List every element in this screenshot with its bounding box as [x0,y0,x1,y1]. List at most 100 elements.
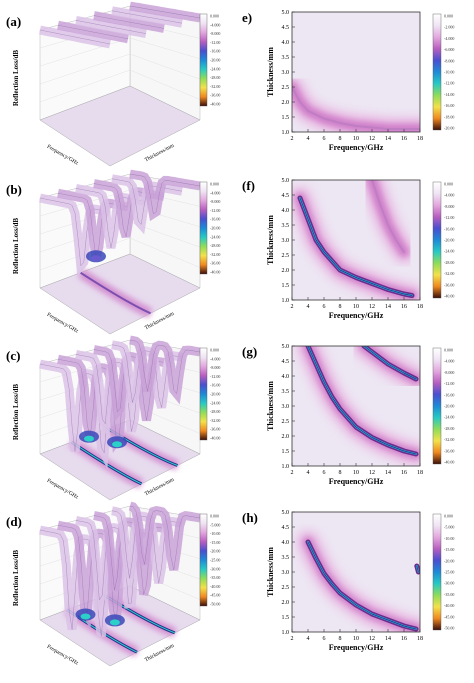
floor-minimum [71,441,142,485]
colorbar-tick-label: -20.00 [210,549,220,554]
colorbar-tick-label: -16.00 [210,49,220,54]
colorbar-tick-label: -30.00 [444,581,454,586]
panel-letter: (g) [242,344,257,359]
colorbar [199,513,208,607]
colorbar-tick-label: -10.00 [210,531,220,536]
colorbar-tick-label: -4.000 [210,22,220,27]
y-tick-label: 3.0 [282,70,290,76]
y-axis-label: Thickness/mm [266,547,275,597]
colorbar-tick-label: -36.00 [210,93,220,98]
contour-panel: (f) 2 4 6 8 10 12 14 16 18 1.0 1.5 2.0 2.5 3.0 3.5 4.0 4.… [242,178,454,320]
colorbar-tick-label: -28.00 [444,426,454,431]
x-tick-label: 2 [291,136,294,142]
surface-dip-core [109,619,120,626]
colorbar-tick-label: -8.000 [444,370,454,375]
surface-mesh [39,529,111,637]
colorbar-tick-label: -16.00 [444,226,454,231]
y-tick-label: 2.5 [282,85,290,91]
colorbar-tick-label: -12.00 [444,381,454,386]
colorbar-tick-label: -25.00 [444,570,454,575]
y-tick-label: 1.0 [282,298,290,304]
x-tick-label: 10 [353,470,359,476]
colorbar-tick-label: 0.000 [444,514,453,519]
surface-mesh [111,10,183,24]
colorbar-tick-label: -20.00 [444,558,454,563]
surface-dip-core [80,613,91,620]
y-tick-label: 3.0 [282,404,290,410]
x-tick-label: 8 [339,470,342,476]
y-axis-label: Thickness/mm [266,215,275,265]
x-tick-label: 12 [369,304,375,310]
colorbar-tick-label: -8.000 [444,204,454,209]
colorbar-tick-label: -15.00 [444,547,454,552]
colorbar-tick-label: -15.00 [210,540,220,545]
colorbar-tick-label: -8.000 [444,58,454,63]
x-axis-label: Frequency/GHz [46,478,80,501]
colorbar-tick-label: 0.000 [444,348,453,353]
y-tick-label: 3.5 [282,55,290,61]
colorbar [432,513,442,631]
x-tick-label: 6 [323,636,326,642]
x-tick-label: 10 [353,636,359,642]
colorbar-tick-label: -24.00 [210,400,220,405]
x-axis-label: Frequency/GHz [329,311,384,320]
y-tick-label: 1.5 [282,615,290,621]
colorbar-tick-label: -4.000 [444,36,454,41]
colorbar-tick-label: -40.00 [444,460,454,465]
colorbar-tick-label: 0.000 [210,348,219,353]
colorbar-tick-label: -24.00 [444,415,454,420]
y-tick-label: 4.0 [282,40,290,46]
colorbar [432,13,442,131]
panel-letter: (c) [6,348,20,363]
colorbar-tick-label: -25.00 [210,558,220,563]
x-tick-label: 14 [385,470,391,476]
y-tick-label: 1.0 [282,630,290,636]
colorbar [199,181,208,275]
colorbar-tick-label: -20.00 [444,126,454,131]
grid-line [39,237,201,271]
surface-mesh [39,29,111,45]
y-tick-label: 4.5 [282,525,290,531]
colorbar-tick-label: -4.000 [444,193,454,198]
colorbar-tick-label: -45.00 [210,593,220,598]
surface-mesh [129,173,201,215]
x-axis-label: Frequency/GHz [329,477,384,486]
contour-panel: (h) 2 4 6 8 10 12 14 16 18 1.0 1.5 2.0 2.5 3.0 3.5 4.0 4.… [242,510,454,652]
x-tick-label: 12 [369,136,375,142]
colorbar-tick-label: -12.00 [444,81,454,86]
colorbar-tick-label: -40.00 [210,436,220,441]
y-tick-label: 1.5 [282,283,290,289]
x-tick-label: 18 [417,636,423,642]
y-tick-label: 2.0 [282,600,290,606]
y-tick-label: 5.0 [282,510,290,516]
x-tick-label: 10 [353,304,359,310]
x-axis-label: Frequency/GHz [329,643,384,652]
x-tick-label: 2 [291,304,294,310]
y-tick-label: 4.5 [282,193,290,199]
surface-dip-core [84,435,94,442]
colorbar-tick-label: -8.000 [210,199,220,204]
y-tick-label: 1.5 [282,449,290,455]
colorbar-tick-label: -28.00 [210,75,220,80]
y-tick-label: 1.5 [282,115,290,121]
contour-line [292,86,420,130]
y-tick-label: 3.5 [282,555,290,561]
y-tick-label: 2.5 [282,253,290,259]
x-tick-label: 8 [339,136,342,142]
grid-line [39,69,201,103]
panel-letter: e) [242,10,252,25]
colorbar-tick-label: -32.00 [210,84,220,89]
surface-dip-core [91,255,101,262]
contour-line [299,197,413,296]
panel-letter: (h) [242,510,258,525]
y-tick-label: 1.0 [282,130,290,136]
colorbar-tick-label: -14.00 [444,92,454,97]
colorbar-tick-label: -12.00 [444,215,454,220]
y-tick-label: 2.5 [282,585,290,591]
z-axis-label: Reflection Loss/dB [12,550,20,607]
